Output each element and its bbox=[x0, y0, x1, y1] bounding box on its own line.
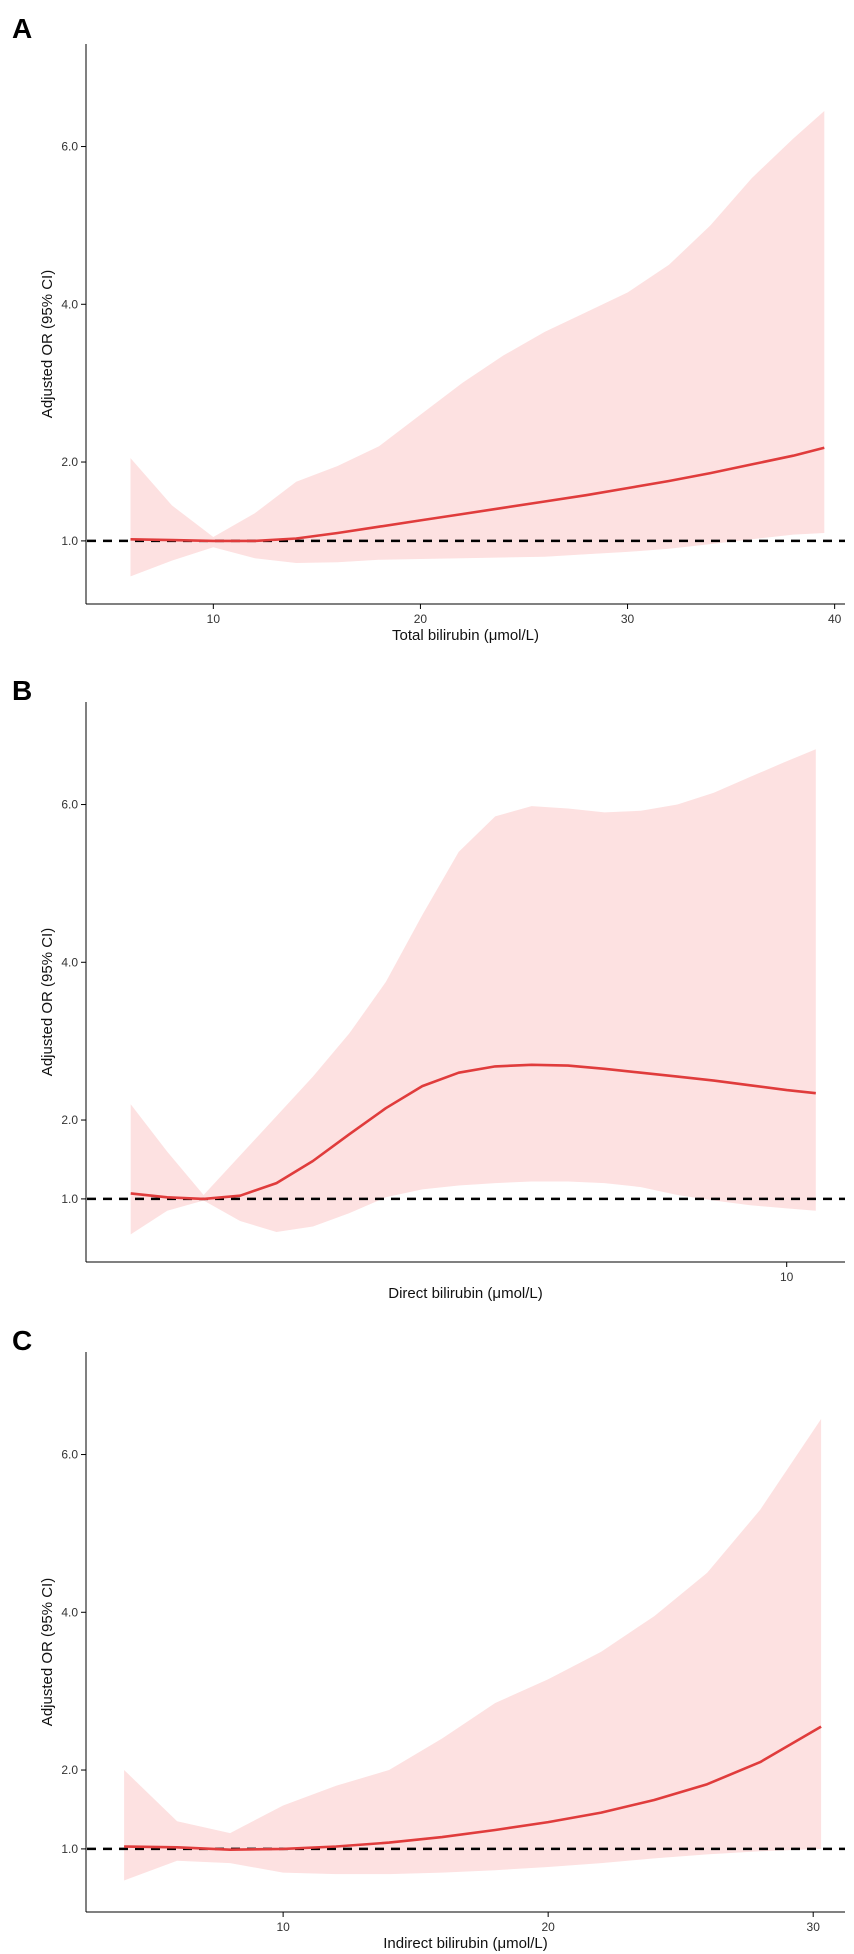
x-tick-label: 20 bbox=[541, 1920, 555, 1934]
y-tick-label: 1.0 bbox=[61, 1192, 78, 1206]
y-axis-title: Adjusted OR (95% CI) bbox=[39, 928, 56, 1076]
y-tick-label: 2.0 bbox=[61, 1113, 78, 1127]
y-axis-title: Adjusted OR (95% CI) bbox=[39, 270, 56, 418]
x-axis-title: Indirect bilirubin (μmol/L) bbox=[383, 1935, 548, 1952]
y-tick-label: 6.0 bbox=[61, 798, 78, 812]
panel-C: C 1.0 2.0 4.0 6.0 10 20 30 Indirect bilirubin (μ… bbox=[12, 1325, 845, 1952]
y-tick-label: 6.0 bbox=[61, 140, 78, 154]
x-axis-title: Total bilirubin (μmol/L) bbox=[392, 627, 539, 644]
y-tick-label: 2.0 bbox=[61, 1763, 78, 1777]
or-line bbox=[124, 1725, 822, 1851]
x-tick-label: 10 bbox=[207, 612, 221, 626]
x-tick-label: 30 bbox=[621, 612, 635, 626]
x-axis-title: Direct bilirubin (μmol/L) bbox=[388, 1285, 543, 1302]
or-line bbox=[130, 1063, 816, 1201]
x-tick-label: 30 bbox=[807, 1920, 821, 1934]
x-tick-label: 10 bbox=[780, 1270, 794, 1284]
y-tick-label: 4.0 bbox=[61, 955, 78, 969]
confidence-band bbox=[130, 749, 816, 1235]
y-tick-label: 4.0 bbox=[61, 297, 78, 311]
panel-B: B 1.0 2.0 4.0 6.0 10 Direct bilirubin (μmol/L)… bbox=[12, 675, 845, 1302]
confidence-band bbox=[124, 1419, 822, 1881]
confidence-band bbox=[130, 111, 825, 577]
y-tick-label: 6.0 bbox=[61, 1448, 78, 1462]
panel-A: A 1.0 2.0 4.0 6.0 10 20 30 40 Total bilirubin (μm… bbox=[12, 13, 845, 644]
y-axis-title: Adjusted OR (95% CI) bbox=[39, 1578, 56, 1726]
panel-letter: A bbox=[12, 13, 32, 44]
x-tick-label: 10 bbox=[276, 1920, 290, 1934]
x-tick-label: 40 bbox=[828, 612, 842, 626]
y-tick-label: 1.0 bbox=[61, 534, 78, 548]
y-tick-label: 4.0 bbox=[61, 1605, 78, 1619]
panel-letter: B bbox=[12, 675, 32, 706]
y-tick-label: 2.0 bbox=[61, 455, 78, 469]
or-line bbox=[130, 446, 825, 543]
x-tick-label: 20 bbox=[414, 612, 428, 626]
y-tick-label: 1.0 bbox=[61, 1842, 78, 1856]
panel-letter: C bbox=[12, 1325, 32, 1356]
